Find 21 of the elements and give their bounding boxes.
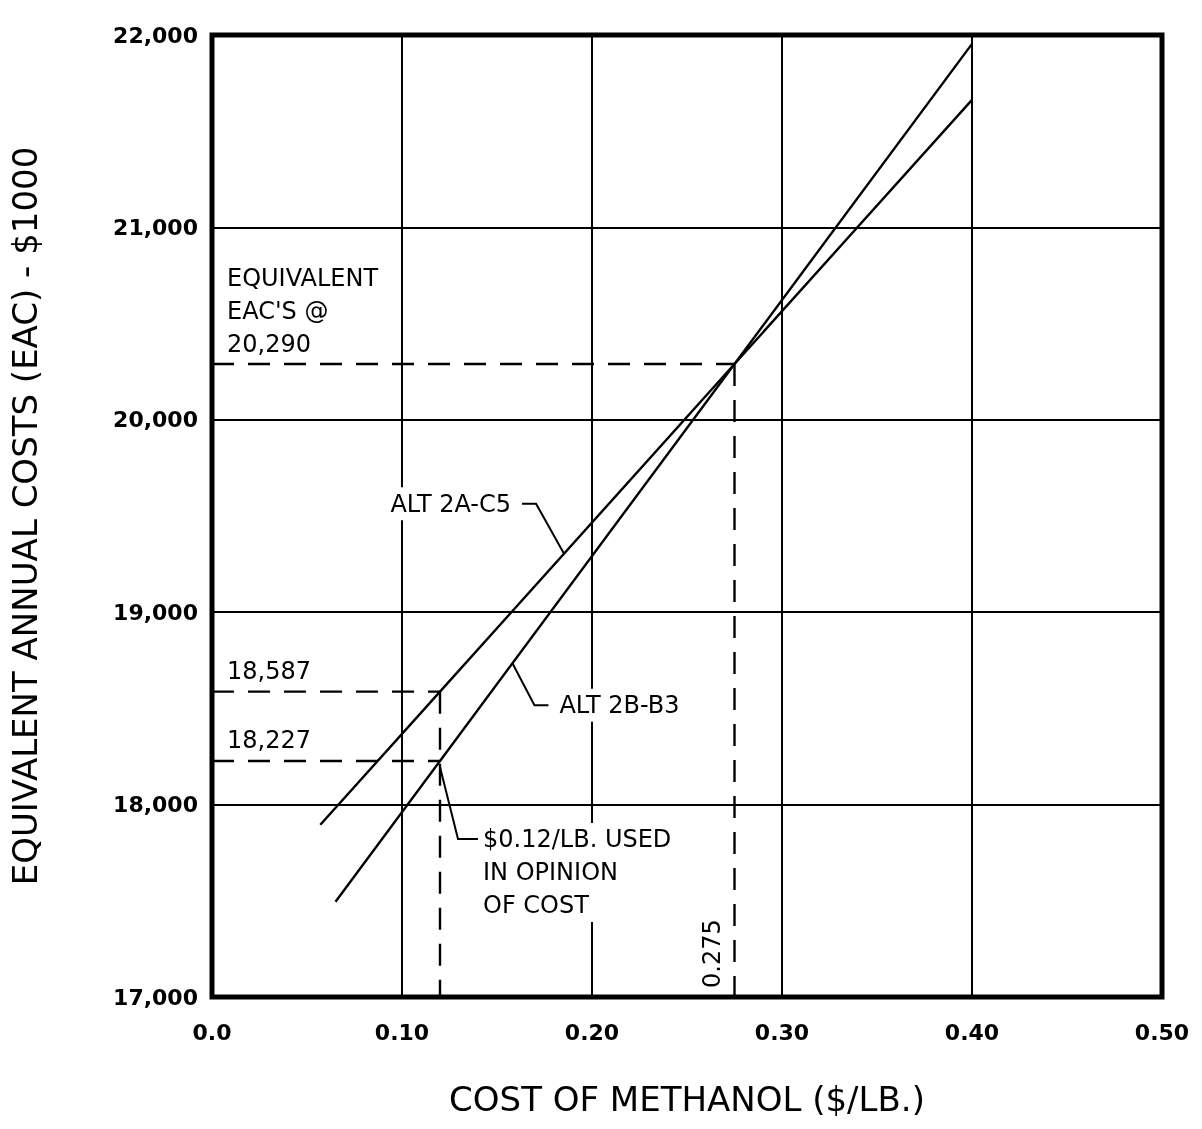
- y-tick-label: 20,000: [113, 407, 198, 433]
- x-tick-label: 0.0: [192, 1019, 232, 1045]
- text: ALT 2A-C5: [390, 489, 512, 518]
- annotation: 18,227: [227, 726, 311, 755]
- y-tick-label: 18,000: [113, 792, 198, 818]
- x-tick-label: 0.30: [754, 1019, 810, 1045]
- x-axis-title: COST OF METHANOL ($/LB.): [449, 1079, 925, 1119]
- x-tick-label: 0.40: [944, 1019, 1000, 1045]
- annotation: $0.12/LB. USED IN OPINION OF COST: [483, 825, 672, 920]
- x-tick-label: 0.20: [564, 1019, 620, 1045]
- annotation: EQUIVALENT EAC'S @ 20,290: [227, 263, 379, 358]
- annotation: 0.275: [698, 919, 726, 988]
- x-tick-label: 0.50: [1134, 1019, 1190, 1045]
- text: ALT 2B-B3: [559, 691, 680, 720]
- y-axis-title: EQUIVALENT ANNUAL COSTS (EAC) - $1000: [5, 146, 45, 886]
- y-tick-label: 19,000: [113, 599, 198, 625]
- y-tick-label: 21,000: [113, 214, 198, 240]
- y-tick-label: 17,000: [113, 984, 198, 1010]
- y-tick-label: 22,000: [113, 22, 198, 48]
- annotation: 18,587: [227, 657, 311, 686]
- x-tick-label: 0.10: [374, 1019, 430, 1045]
